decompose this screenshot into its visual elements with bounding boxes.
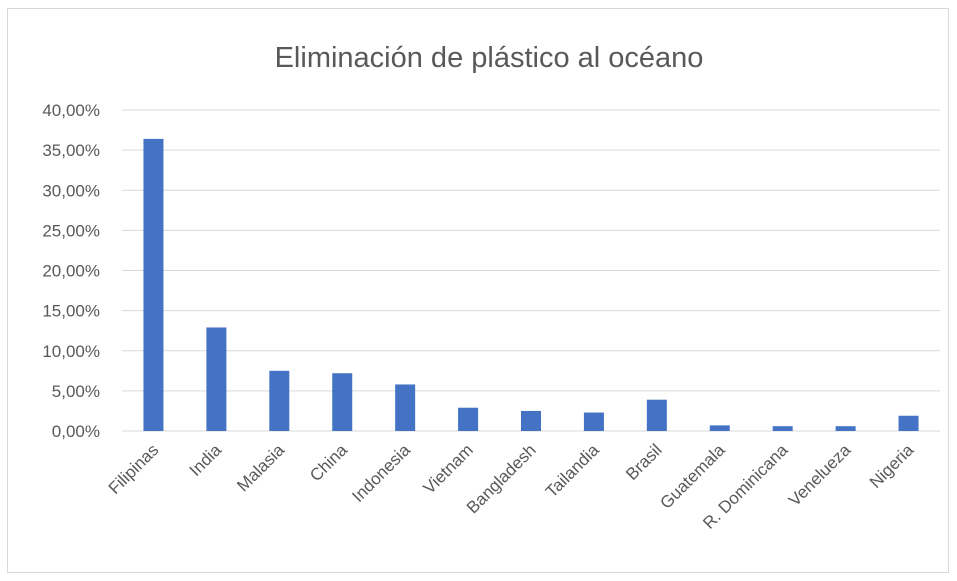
bar (772, 426, 793, 431)
chart-frame (7, 8, 949, 573)
y-tick-label: 15,00% (42, 302, 100, 321)
bar (898, 415, 919, 431)
y-tick-label: 0,00% (52, 422, 100, 441)
gridlines (122, 109, 940, 432)
chart-title: Eliminación de plástico al océano (275, 42, 704, 74)
y-tick-label: 30,00% (42, 181, 100, 200)
bars (143, 138, 919, 431)
x-category-label: Indonesia (348, 440, 414, 506)
y-tick-label: 5,00% (52, 382, 100, 401)
bar (458, 407, 479, 431)
bar (206, 327, 227, 431)
x-category-label: Filipinas (105, 440, 163, 498)
x-category-label: Nigeria (866, 440, 918, 492)
x-category-label: Tailandia (542, 440, 603, 501)
bar (646, 399, 667, 431)
bar (269, 370, 290, 431)
x-category-label: Vietnam (420, 440, 477, 497)
x-category-label: India (186, 440, 226, 480)
bar (332, 373, 353, 431)
x-category-label: Malasia (233, 440, 288, 495)
bar (583, 412, 604, 431)
x-category-label: Brasil (622, 440, 665, 483)
x-category-label: China (306, 440, 351, 485)
y-tick-label: 40,00% (42, 101, 100, 120)
y-tick-label: 35,00% (42, 141, 100, 160)
x-category-label: Venelueza (785, 440, 855, 510)
y-tick-label: 20,00% (42, 262, 100, 281)
bar (143, 138, 164, 431)
y-tick-label: 25,00% (42, 221, 100, 240)
y-tick-label: 10,00% (42, 342, 100, 361)
bar (521, 410, 541, 431)
bar (835, 426, 856, 431)
bar (709, 425, 730, 431)
bar (395, 384, 416, 431)
y-axis-tick-labels: 0,00% 5,00% 10,00% 15,00% 20,00% 25,00% 30,00%… (42, 101, 100, 441)
